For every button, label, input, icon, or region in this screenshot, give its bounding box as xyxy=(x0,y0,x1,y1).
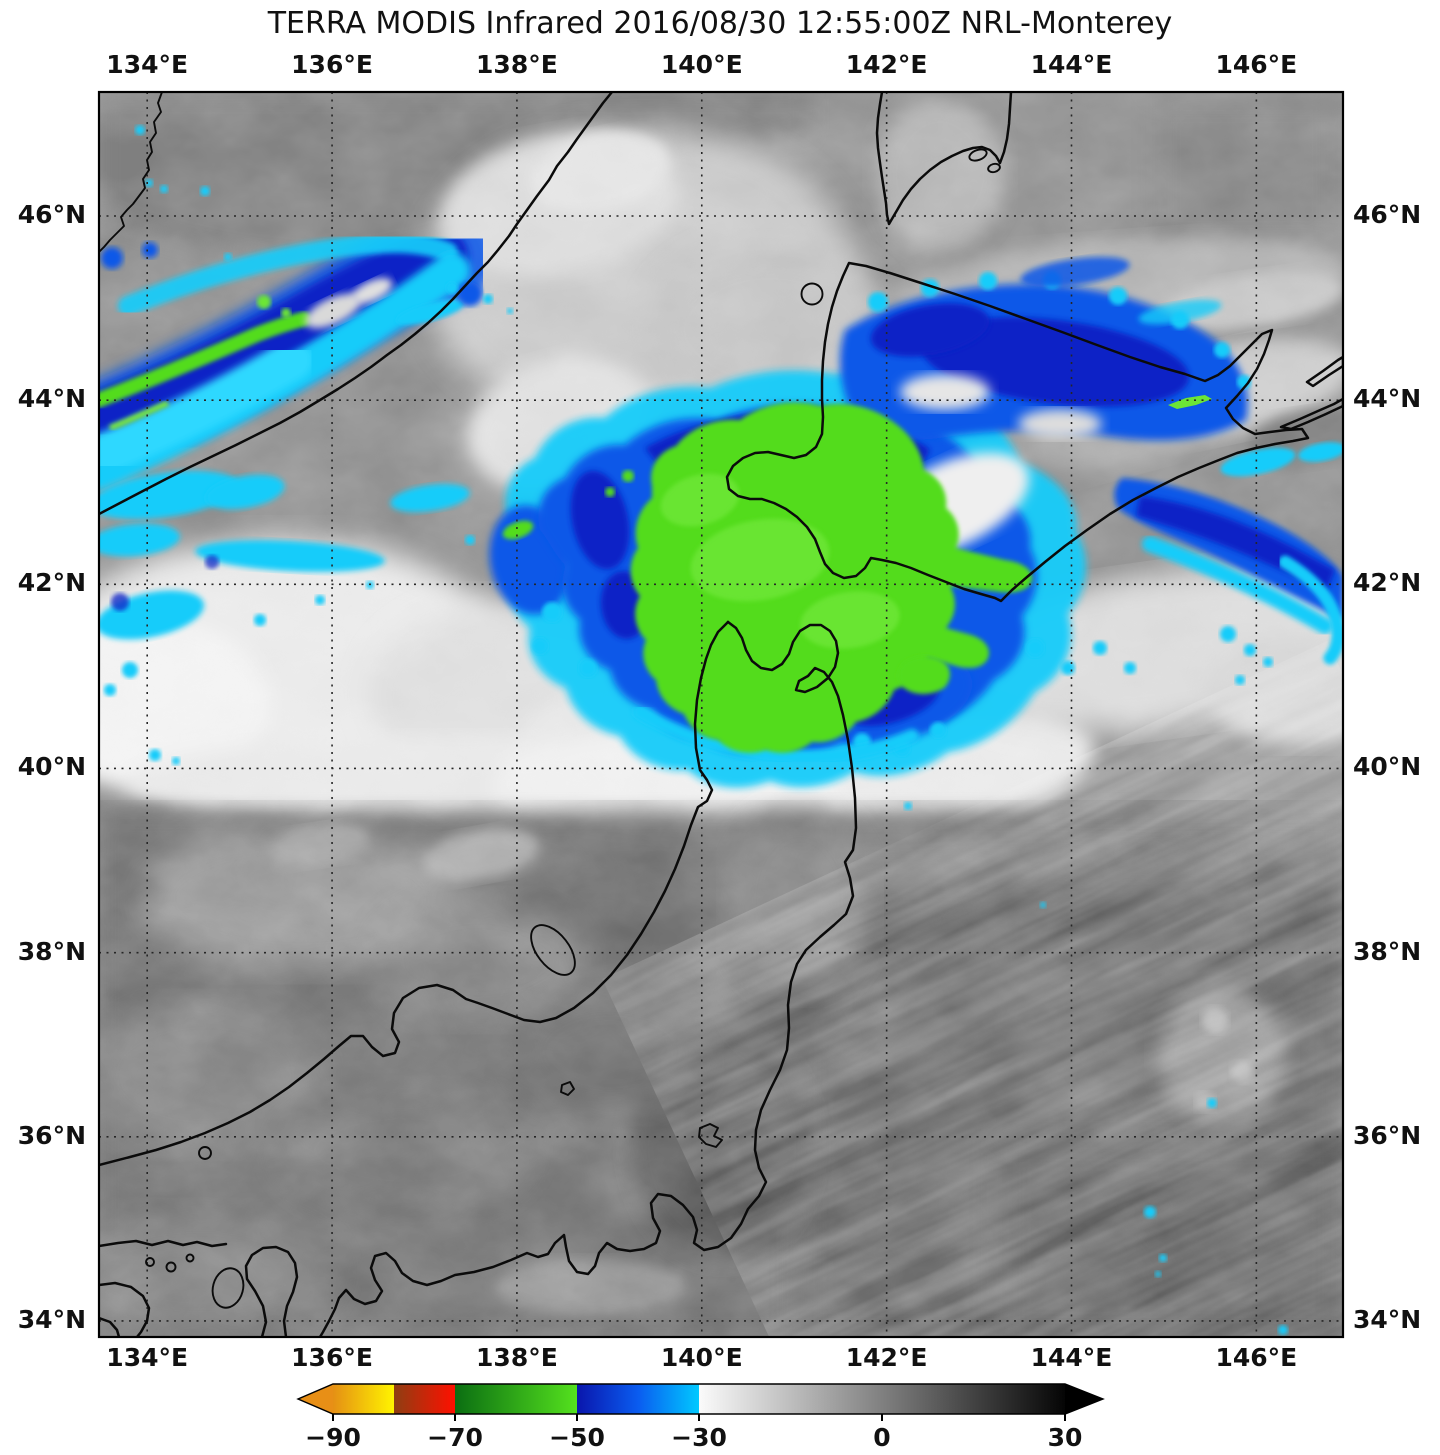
seto-coast-fragment xyxy=(99,1239,228,1248)
lon-tick-bottom: 134°E xyxy=(106,1343,189,1372)
lat-tick-right: 34°N xyxy=(1353,1304,1422,1334)
map-frame xyxy=(97,90,1345,1339)
lon-tick-top: 144°E xyxy=(1030,50,1113,79)
lat-tick-right: 38°N xyxy=(1353,936,1422,966)
lat-tick-right: 40°N xyxy=(1353,752,1422,782)
colorbar-extend-right-arrow xyxy=(1065,1384,1103,1414)
lon-tick-bottom: 140°E xyxy=(660,1343,743,1372)
kii-peninsula-coast xyxy=(244,1245,299,1337)
seto-island xyxy=(145,1257,155,1267)
mountain-lake xyxy=(560,1081,575,1096)
lat-tick-right: 42°N xyxy=(1353,568,1422,598)
sakhalin-lake xyxy=(968,148,988,162)
colorbar-tick-marks xyxy=(332,1414,1066,1421)
awaji-island xyxy=(211,1267,245,1309)
shikoku-coast-2 xyxy=(99,1316,121,1337)
seto-island-3 xyxy=(185,1253,195,1263)
colorbar-tick-label: 30 xyxy=(1047,1423,1083,1452)
sado-island xyxy=(530,924,576,976)
oki-island xyxy=(198,1146,212,1160)
northwest-band xyxy=(99,125,496,490)
kunashiri-island xyxy=(1279,397,1343,431)
hokkaido-coast xyxy=(725,261,1310,603)
lon-tick-top: 134°E xyxy=(106,50,189,79)
colorbar-extend-left-arrow xyxy=(298,1384,333,1414)
figure-title: TERRA MODIS Infrared 2016/08/30 12:55:00… xyxy=(267,6,1173,41)
sakhalin-coast xyxy=(875,92,1013,226)
ussuri-river-line xyxy=(99,92,163,253)
lon-tick-bottom: 138°E xyxy=(476,1343,558,1372)
colorbar-tick-label: −70 xyxy=(427,1423,483,1452)
seto-island-2 xyxy=(165,1261,177,1273)
primorye-coast xyxy=(99,92,614,516)
colorbar-gradient-body xyxy=(333,1384,1065,1414)
lon-tick-top: 136°E xyxy=(291,50,373,79)
lon-tick-bottom: 144°E xyxy=(1030,1343,1113,1372)
lat-tick-left: 34°N xyxy=(17,1304,86,1334)
coastlines xyxy=(99,92,1343,1337)
south-cyan-flecks xyxy=(904,802,1288,1335)
kasumigaura-lake xyxy=(698,1123,723,1148)
shikoku-coast xyxy=(99,1281,151,1337)
west-cirrus-patches xyxy=(99,282,513,765)
honshu-east-coast xyxy=(318,620,858,1337)
lat-tick-left: 36°N xyxy=(17,1120,86,1150)
lat-tick-left: 46°N xyxy=(17,200,86,229)
lon-tick-bottom: 136°E xyxy=(291,1343,373,1372)
colorbar-tick-label: −50 xyxy=(549,1423,605,1452)
lat-tick-left: 42°N xyxy=(17,568,86,598)
lon-tick-top: 140°E xyxy=(660,50,743,79)
lon-tick-bottom: 142°E xyxy=(845,1343,928,1372)
lat-tick-left: 40°N xyxy=(17,752,86,782)
colorbar-tick-label: −90 xyxy=(305,1423,361,1452)
lon-tick-top: 146°E xyxy=(1215,50,1298,79)
lat-tick-right: 46°N xyxy=(1353,200,1422,229)
rishiri-island xyxy=(800,282,824,306)
lat-tick-right: 36°N xyxy=(1353,1120,1422,1150)
lon-tick-top: 138°E xyxy=(476,50,558,79)
colorbar-tick-label: −30 xyxy=(671,1423,727,1452)
lat-tick-left: 44°N xyxy=(17,384,86,414)
colorbar-tick-label: 0 xyxy=(873,1423,891,1452)
sakhalin-lake-2 xyxy=(987,162,1001,174)
lon-tick-bottom: 146°E xyxy=(1215,1343,1298,1372)
colorbar xyxy=(296,1383,1105,1421)
gridlines xyxy=(99,92,1343,1337)
southeast-cirrus-streaks xyxy=(602,640,1343,1337)
iturup-island xyxy=(1305,355,1343,388)
lat-tick-left: 38°N xyxy=(17,936,86,966)
lat-tick-right: 44°N xyxy=(1353,384,1422,414)
lon-tick-top: 142°E xyxy=(845,50,928,79)
honshu-west-coast xyxy=(99,620,730,1167)
